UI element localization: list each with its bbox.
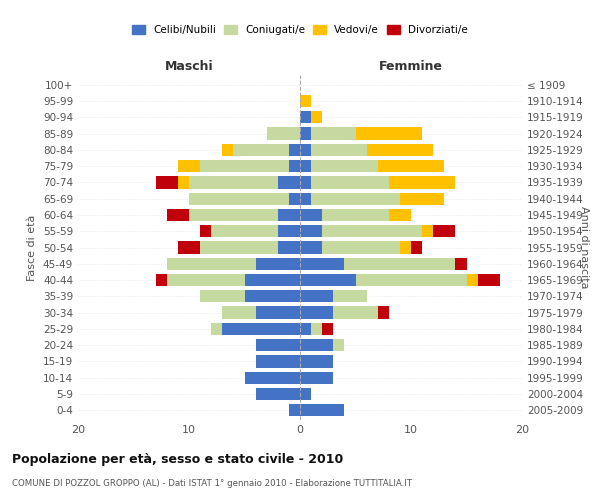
Bar bbox=[222, 306, 256, 318]
Bar bbox=[300, 388, 311, 400]
Bar bbox=[289, 144, 300, 156]
Bar bbox=[300, 242, 322, 254]
Bar bbox=[289, 192, 300, 205]
Bar bbox=[300, 192, 311, 205]
Bar bbox=[211, 225, 278, 237]
Bar bbox=[300, 160, 311, 172]
Bar bbox=[367, 144, 433, 156]
Bar bbox=[278, 209, 300, 221]
Bar bbox=[300, 176, 311, 188]
Bar bbox=[389, 209, 411, 221]
Y-axis label: Anni di nascita: Anni di nascita bbox=[579, 206, 589, 289]
Bar bbox=[322, 225, 422, 237]
Bar bbox=[378, 160, 445, 172]
Bar bbox=[322, 242, 400, 254]
Bar bbox=[200, 160, 289, 172]
Bar bbox=[189, 192, 289, 205]
Bar bbox=[300, 290, 334, 302]
Bar bbox=[344, 258, 455, 270]
Bar bbox=[334, 306, 378, 318]
Bar bbox=[300, 372, 334, 384]
Bar bbox=[256, 306, 300, 318]
Text: Popolazione per età, sesso e stato civile - 2010: Popolazione per età, sesso e stato civil… bbox=[12, 452, 343, 466]
Bar bbox=[378, 306, 389, 318]
Bar bbox=[455, 258, 467, 270]
Bar bbox=[355, 128, 422, 140]
Bar bbox=[156, 274, 167, 286]
Bar bbox=[300, 306, 334, 318]
Bar bbox=[300, 209, 322, 221]
Bar bbox=[200, 225, 211, 237]
Bar bbox=[300, 356, 334, 368]
Bar bbox=[300, 339, 334, 351]
Bar bbox=[400, 192, 444, 205]
Text: Maschi: Maschi bbox=[164, 60, 214, 72]
Bar bbox=[422, 225, 433, 237]
Bar bbox=[311, 176, 389, 188]
Bar bbox=[178, 242, 200, 254]
Bar bbox=[311, 144, 367, 156]
Bar bbox=[189, 209, 278, 221]
Bar bbox=[300, 225, 322, 237]
Bar bbox=[300, 274, 355, 286]
Y-axis label: Fasce di età: Fasce di età bbox=[28, 214, 37, 280]
Bar bbox=[222, 144, 233, 156]
Bar bbox=[389, 176, 455, 188]
Bar bbox=[167, 209, 189, 221]
Bar bbox=[433, 225, 455, 237]
Bar bbox=[334, 339, 344, 351]
Bar bbox=[245, 290, 300, 302]
Bar bbox=[311, 192, 400, 205]
Bar bbox=[300, 404, 344, 416]
Bar bbox=[245, 274, 300, 286]
Bar bbox=[322, 323, 334, 335]
Bar bbox=[245, 372, 300, 384]
Text: Femmine: Femmine bbox=[379, 60, 443, 72]
Bar bbox=[266, 128, 300, 140]
Bar bbox=[467, 274, 478, 286]
Bar bbox=[300, 111, 311, 124]
Bar bbox=[355, 274, 467, 286]
Bar bbox=[289, 404, 300, 416]
Bar bbox=[156, 176, 178, 188]
Bar bbox=[167, 274, 245, 286]
Bar bbox=[233, 144, 289, 156]
Bar bbox=[300, 323, 311, 335]
Bar bbox=[189, 176, 278, 188]
Bar bbox=[211, 323, 222, 335]
Bar bbox=[200, 242, 278, 254]
Bar bbox=[300, 258, 344, 270]
Bar bbox=[478, 274, 500, 286]
Bar bbox=[222, 323, 300, 335]
Bar bbox=[256, 356, 300, 368]
Bar bbox=[300, 144, 311, 156]
Text: COMUNE DI POZZOL GROPPO (AL) - Dati ISTAT 1° gennaio 2010 - Elaborazione TUTTITA: COMUNE DI POZZOL GROPPO (AL) - Dati ISTA… bbox=[12, 479, 412, 488]
Bar bbox=[278, 225, 300, 237]
Legend: Celibi/Nubili, Coniugati/e, Vedovi/e, Divorziati/e: Celibi/Nubili, Coniugati/e, Vedovi/e, Di… bbox=[132, 25, 468, 35]
Bar bbox=[178, 160, 200, 172]
Bar bbox=[322, 209, 389, 221]
Bar bbox=[178, 176, 189, 188]
Bar bbox=[334, 290, 367, 302]
Bar bbox=[311, 111, 322, 124]
Bar bbox=[300, 128, 311, 140]
Bar bbox=[200, 290, 245, 302]
Bar bbox=[311, 128, 355, 140]
Bar bbox=[411, 242, 422, 254]
Bar bbox=[311, 160, 378, 172]
Bar bbox=[256, 388, 300, 400]
Bar bbox=[167, 258, 256, 270]
Bar bbox=[300, 95, 311, 107]
Bar bbox=[289, 160, 300, 172]
Bar bbox=[256, 258, 300, 270]
Bar bbox=[278, 242, 300, 254]
Bar bbox=[256, 339, 300, 351]
Bar bbox=[278, 176, 300, 188]
Bar bbox=[400, 242, 411, 254]
Bar bbox=[311, 323, 322, 335]
